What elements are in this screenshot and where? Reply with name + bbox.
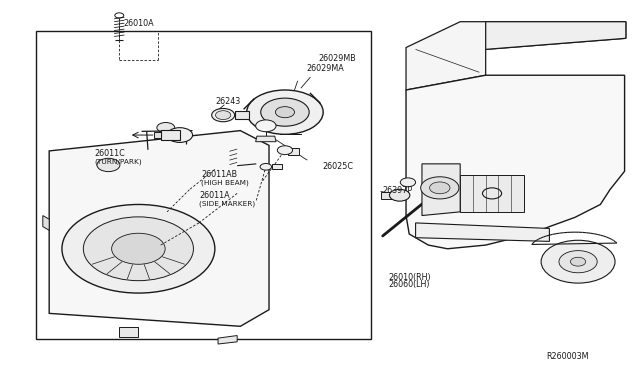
Polygon shape xyxy=(49,131,269,326)
Text: R260003M: R260003M xyxy=(546,352,589,361)
Polygon shape xyxy=(406,75,625,249)
Circle shape xyxy=(83,217,193,280)
Text: (TURN/PARK): (TURN/PARK) xyxy=(95,158,142,164)
Circle shape xyxy=(97,158,120,171)
Circle shape xyxy=(157,122,175,133)
Polygon shape xyxy=(244,99,254,109)
Polygon shape xyxy=(486,22,626,49)
Circle shape xyxy=(260,163,271,170)
Circle shape xyxy=(260,98,309,126)
Text: (SIDE MARKER): (SIDE MARKER) xyxy=(199,200,255,206)
Text: 26010(RH): 26010(RH) xyxy=(389,273,431,282)
Circle shape xyxy=(420,177,459,199)
Circle shape xyxy=(111,233,165,264)
Text: 26397P: 26397P xyxy=(383,186,413,195)
Circle shape xyxy=(390,189,410,201)
Circle shape xyxy=(541,240,615,283)
Polygon shape xyxy=(288,148,299,155)
Text: 26060(LH): 26060(LH) xyxy=(389,280,430,289)
Text: (HIGH BEAM): (HIGH BEAM) xyxy=(202,179,250,186)
Text: 26029MB: 26029MB xyxy=(318,54,356,63)
Circle shape xyxy=(216,111,231,119)
Polygon shape xyxy=(460,175,524,212)
Text: 26011AB: 26011AB xyxy=(202,170,237,179)
Circle shape xyxy=(255,120,276,132)
Polygon shape xyxy=(406,22,626,90)
Circle shape xyxy=(559,251,597,273)
Polygon shape xyxy=(43,215,49,230)
Circle shape xyxy=(277,146,292,155)
Polygon shape xyxy=(271,164,282,169)
Circle shape xyxy=(275,107,294,118)
Bar xyxy=(36,31,371,339)
Polygon shape xyxy=(422,164,460,215)
Polygon shape xyxy=(161,130,180,140)
Polygon shape xyxy=(119,327,138,337)
Polygon shape xyxy=(154,132,161,138)
Circle shape xyxy=(400,178,415,187)
Text: 26029MA: 26029MA xyxy=(306,64,344,73)
Polygon shape xyxy=(235,111,248,119)
Circle shape xyxy=(62,205,215,293)
Polygon shape xyxy=(415,223,549,241)
Circle shape xyxy=(167,128,193,142)
Text: 26011A: 26011A xyxy=(199,192,230,201)
Polygon shape xyxy=(218,336,237,344)
Text: 26025C: 26025C xyxy=(322,162,353,171)
Circle shape xyxy=(246,90,323,134)
Circle shape xyxy=(429,182,450,194)
Bar xyxy=(381,192,399,199)
Text: 26010A: 26010A xyxy=(124,19,154,28)
Circle shape xyxy=(570,257,586,266)
Text: 26243: 26243 xyxy=(216,97,241,106)
Text: 26011C: 26011C xyxy=(95,150,125,158)
Polygon shape xyxy=(310,93,321,103)
Circle shape xyxy=(212,109,235,122)
Polygon shape xyxy=(255,136,276,142)
